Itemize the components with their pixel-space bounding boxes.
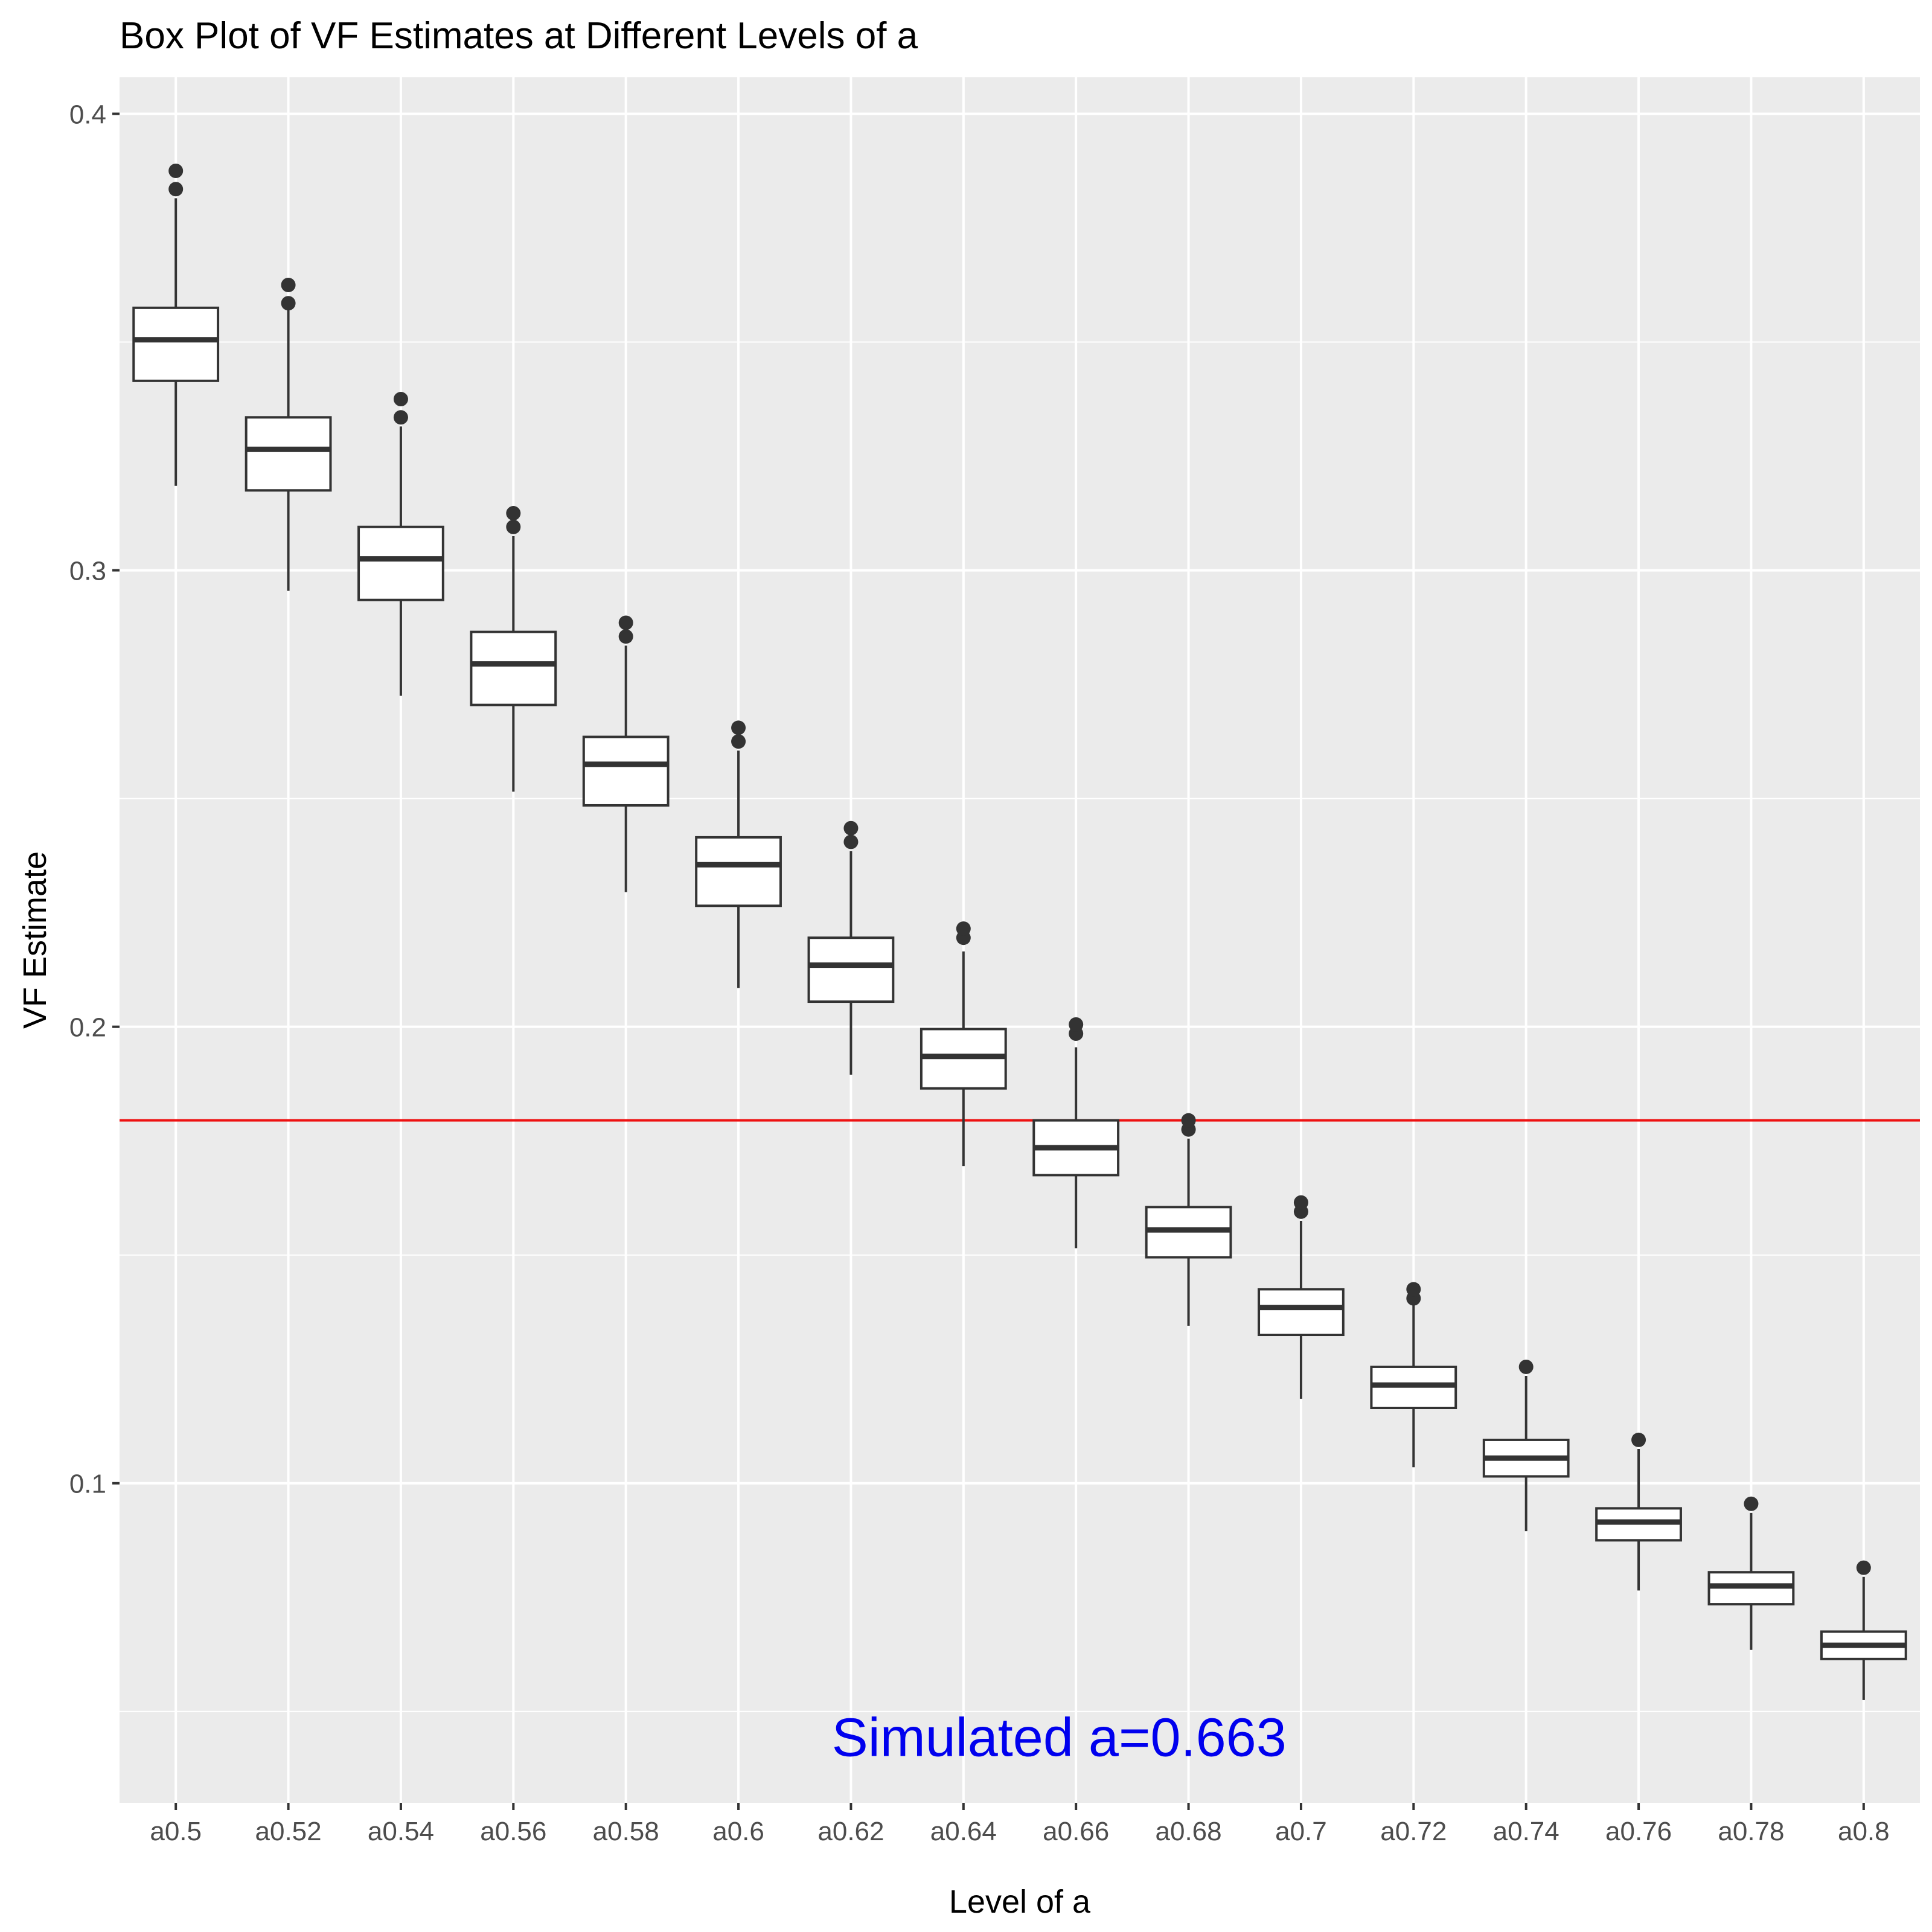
x-tick-label: a0.56 bbox=[480, 1817, 546, 1846]
box-iqr bbox=[1258, 1288, 1345, 1337]
x-tick-label: a0.8 bbox=[1838, 1817, 1890, 1846]
x-tick-label: a0.64 bbox=[930, 1817, 997, 1846]
box-a0.68 bbox=[1145, 1113, 1232, 1326]
x-tick-label: a0.68 bbox=[1156, 1817, 1222, 1846]
box-a0.58 bbox=[582, 615, 670, 892]
outlier-point bbox=[281, 296, 296, 311]
x-tick-label: a0.5 bbox=[150, 1817, 202, 1846]
x-tick-label: a0.7 bbox=[1275, 1817, 1327, 1846]
outlier-point bbox=[393, 410, 408, 425]
box-a0.62 bbox=[807, 820, 895, 1075]
x-tick-label: a0.58 bbox=[593, 1817, 659, 1846]
box-a0.54 bbox=[357, 392, 444, 696]
box-iqr bbox=[807, 936, 895, 1003]
x-axis: a0.5 a0.52 a0.54 a0.56 a0.58 a0.6 a0.62 a0.64 a0… bbox=[150, 1803, 1890, 1846]
outlier-point bbox=[393, 392, 408, 407]
box-a0.56 bbox=[470, 506, 557, 792]
outlier-point bbox=[843, 820, 859, 836]
outlier-point bbox=[1181, 1113, 1196, 1128]
outlier-point bbox=[1518, 1359, 1534, 1374]
outlier-point bbox=[168, 182, 184, 197]
box-a0.66 bbox=[1032, 1017, 1120, 1249]
outlier-point bbox=[1631, 1432, 1646, 1447]
x-tick-label: a0.6 bbox=[712, 1817, 764, 1846]
outlier-point bbox=[843, 834, 859, 849]
x-tick-label: a0.62 bbox=[817, 1817, 884, 1846]
outlier-point bbox=[1744, 1496, 1759, 1511]
x-tick-label: a0.74 bbox=[1493, 1817, 1559, 1846]
x-tick-label: a0.54 bbox=[368, 1817, 434, 1846]
box-iqr bbox=[357, 525, 444, 601]
outlier-point bbox=[618, 629, 633, 644]
outlier-point bbox=[1069, 1017, 1084, 1032]
x-axis-title: Level of a bbox=[949, 1884, 1091, 1920]
outlier-point bbox=[1856, 1560, 1871, 1575]
box-a0.72 bbox=[1370, 1282, 1457, 1468]
x-tick-label: a0.76 bbox=[1605, 1817, 1672, 1846]
box-iqr bbox=[582, 735, 670, 807]
y-axis: 0.1 0.2 0.3 0.4 bbox=[69, 100, 120, 1499]
y-tick-label: 0.4 bbox=[69, 100, 106, 129]
outlier-point bbox=[731, 720, 746, 735]
y-tick-label: 0.2 bbox=[69, 1013, 106, 1043]
y-tick-label: 0.1 bbox=[69, 1470, 106, 1499]
y-tick-label: 0.3 bbox=[69, 557, 106, 586]
outlier-point bbox=[1293, 1195, 1308, 1210]
box-a0.74 bbox=[1482, 1359, 1570, 1532]
box-iqr bbox=[695, 836, 782, 907]
outlier-point bbox=[168, 163, 184, 178]
x-tick-label: a0.66 bbox=[1043, 1817, 1109, 1846]
outlier-point bbox=[506, 519, 521, 534]
box-a0.52 bbox=[245, 278, 332, 591]
outlier-point bbox=[281, 278, 296, 293]
chart-title: Box Plot of VF Estimates at Different Le… bbox=[120, 15, 918, 57]
box-iqr bbox=[470, 630, 557, 706]
box-iqr bbox=[245, 416, 332, 492]
outlier-point bbox=[1406, 1282, 1421, 1297]
box-a0.5 bbox=[132, 163, 220, 486]
box-a0.7 bbox=[1258, 1195, 1345, 1399]
box-a0.8 bbox=[1820, 1560, 1907, 1700]
box-a0.78 bbox=[1707, 1496, 1795, 1650]
box-a0.64 bbox=[920, 921, 1007, 1166]
outlier-point bbox=[731, 734, 746, 749]
boxes-layer bbox=[132, 163, 1907, 1700]
x-tick-label: a0.52 bbox=[255, 1817, 322, 1846]
x-tick-label: a0.78 bbox=[1718, 1817, 1784, 1846]
box-a0.76 bbox=[1595, 1432, 1682, 1591]
annotation-simulated: Simulated a=0.663 bbox=[832, 1707, 1287, 1768]
box-iqr bbox=[132, 306, 220, 382]
box-a0.6 bbox=[695, 720, 782, 988]
outlier-point bbox=[618, 615, 633, 630]
x-tick-label: a0.72 bbox=[1380, 1817, 1447, 1846]
minor-gridlines bbox=[120, 341, 1920, 1712]
outlier-point bbox=[956, 921, 971, 936]
outlier-point bbox=[506, 506, 521, 521]
plot-panel bbox=[120, 77, 1920, 1803]
y-axis-title: VF Estimate bbox=[17, 851, 53, 1029]
